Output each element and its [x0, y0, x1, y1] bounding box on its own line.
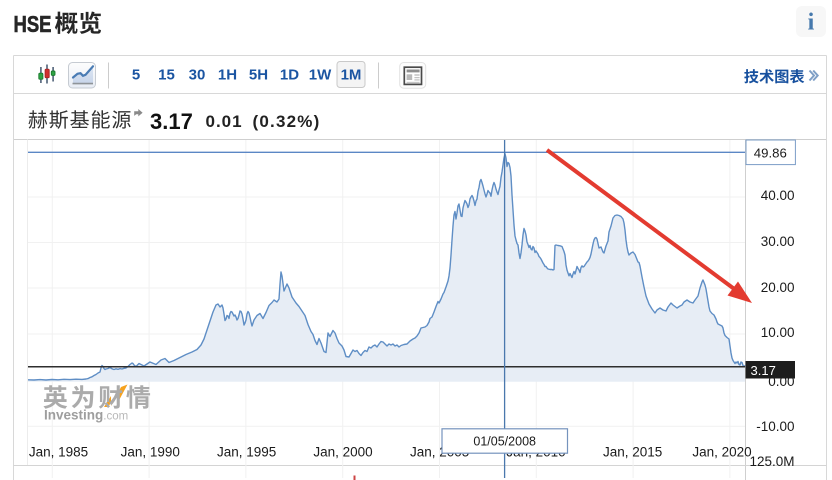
svg-text:30: 30	[189, 67, 206, 84]
svg-text:3.17: 3.17	[751, 363, 776, 378]
svg-text:Jan, 1990: Jan, 1990	[121, 445, 180, 460]
svg-text:10.00: 10.00	[761, 325, 795, 340]
svg-text:Jan, 2020: Jan, 2020	[692, 445, 751, 460]
svg-text:15: 15	[158, 67, 175, 84]
svg-text:Investing.com: Investing.com	[44, 408, 128, 423]
svg-text:49.86: 49.86	[754, 145, 787, 160]
svg-text:30.00: 30.00	[761, 234, 795, 249]
svg-text:5H: 5H	[249, 67, 268, 84]
svg-text:3.17: 3.17	[150, 109, 193, 134]
svg-text:1M: 1M	[341, 67, 362, 84]
svg-text:(0.32%): (0.32%)	[253, 112, 321, 131]
svg-text:40.00: 40.00	[761, 188, 795, 203]
svg-text:Jan, 2000: Jan, 2000	[313, 445, 372, 460]
svg-text:1W: 1W	[309, 67, 332, 84]
svg-text:1H: 1H	[218, 67, 237, 84]
svg-text:-10.00: -10.00	[756, 419, 794, 434]
svg-text:20.00: 20.00	[761, 280, 795, 295]
svg-text:125.0M: 125.0M	[749, 454, 794, 469]
svg-text:01/05/2008: 01/05/2008	[473, 435, 536, 449]
svg-text:5: 5	[132, 67, 140, 84]
svg-text:Jan, 1995: Jan, 1995	[217, 445, 276, 460]
svg-text:Jan, 1985: Jan, 1985	[29, 445, 88, 460]
svg-text:Jan, 2015: Jan, 2015	[603, 445, 662, 460]
svg-text:1D: 1D	[280, 67, 299, 84]
svg-text:HSE: HSE	[14, 11, 52, 37]
svg-text:i: i	[808, 10, 815, 36]
svg-text:0.01: 0.01	[206, 112, 243, 131]
